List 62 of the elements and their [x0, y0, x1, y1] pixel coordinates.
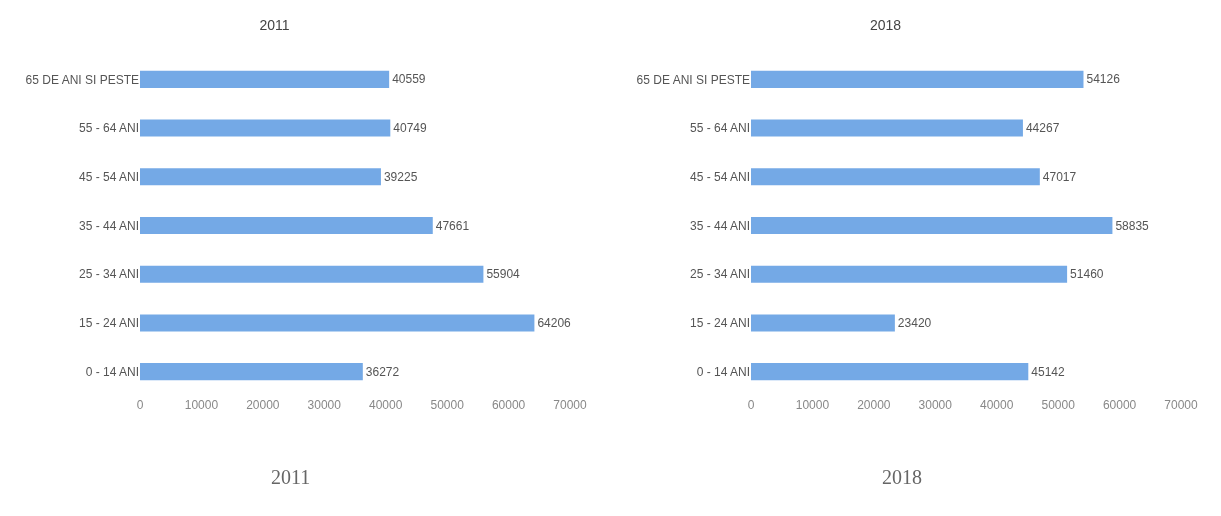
y-tick-label: 45 - 54 ANI [78, 169, 139, 184]
text: 2018 [882, 466, 922, 488]
bar [751, 314, 895, 332]
data-label: 36272 [365, 364, 400, 379]
bar [140, 119, 391, 137]
bar [751, 119, 1023, 137]
data-label: 39225 [383, 169, 418, 184]
y-tick-label: 25 - 34 ANI [689, 267, 750, 282]
bar [751, 168, 1040, 186]
y-tick-label: 65 DE ANI SI PESTE [636, 72, 750, 87]
x-tick-label: 60000 [491, 398, 526, 412]
data-label: 40749 [393, 121, 428, 136]
bar [140, 363, 363, 381]
data-label: 44267 [1025, 121, 1060, 136]
x-tick-label: 40000 [980, 398, 1014, 412]
bar [140, 168, 381, 186]
x-tick-label: 50000 [430, 398, 465, 412]
x-tick-label: 30000 [918, 398, 953, 412]
x-tick-label: 0 [747, 398, 755, 412]
y-tick-label: 35 - 44 ANI [689, 218, 750, 233]
x-tick-label: 10000 [795, 398, 830, 412]
y-tick-label: 0 - 14 ANI [696, 364, 750, 379]
chart-title: 2011 [259, 17, 290, 34]
data-label: 40559 [392, 72, 426, 87]
x-tick-label: 40000 [369, 398, 403, 412]
chart-title: 2018 [869, 17, 902, 34]
y-tick-label: 15 - 24 ANI [689, 316, 750, 331]
x-tick-label: 30000 [307, 398, 342, 412]
x-tick-label: 0 [136, 398, 144, 412]
y-tick-label: 55 - 64 ANI [689, 121, 750, 136]
y-tick-label: 15 - 24 ANI [78, 316, 139, 331]
data-label: 54126 [1086, 72, 1121, 87]
bar [751, 265, 1068, 283]
bar [140, 70, 390, 88]
bar [140, 314, 535, 332]
y-tick-label: 65 DE ANI SI PESTE [25, 72, 139, 87]
bar [140, 216, 433, 235]
data-label: 55904 [486, 267, 521, 282]
x-tick-label: 50000 [1041, 398, 1076, 412]
bar [751, 70, 1084, 88]
y-tick-label: 25 - 34 ANI [78, 267, 139, 282]
x-tick-label: 20000 [857, 398, 891, 412]
y-tick-label: 45 - 54 ANI [689, 169, 750, 184]
bar [140, 265, 484, 283]
y-tick-label: 0 - 14 ANI [85, 364, 139, 379]
data-label: 58835 [1115, 218, 1150, 233]
y-tick-label: 35 - 44 ANI [78, 218, 139, 233]
y-tick-label: 55 - 64 ANI [78, 121, 139, 136]
bar [751, 216, 1113, 235]
x-tick-label: 20000 [246, 398, 280, 412]
data-label: 45142 [1031, 364, 1065, 379]
data-label: 23420 [897, 315, 932, 330]
data-label: 47017 [1042, 169, 1077, 184]
text: 2011 [271, 466, 311, 488]
bar [751, 363, 1029, 381]
x-tick-label: 60000 [1102, 398, 1137, 412]
data-label: 51460 [1070, 267, 1104, 282]
x-tick-label: 10000 [184, 398, 219, 412]
data-label: 64206 [537, 315, 572, 330]
x-tick-label: 70000 [1164, 398, 1199, 412]
data-label: 47661 [435, 218, 470, 233]
x-tick-label: 70000 [553, 398, 588, 412]
